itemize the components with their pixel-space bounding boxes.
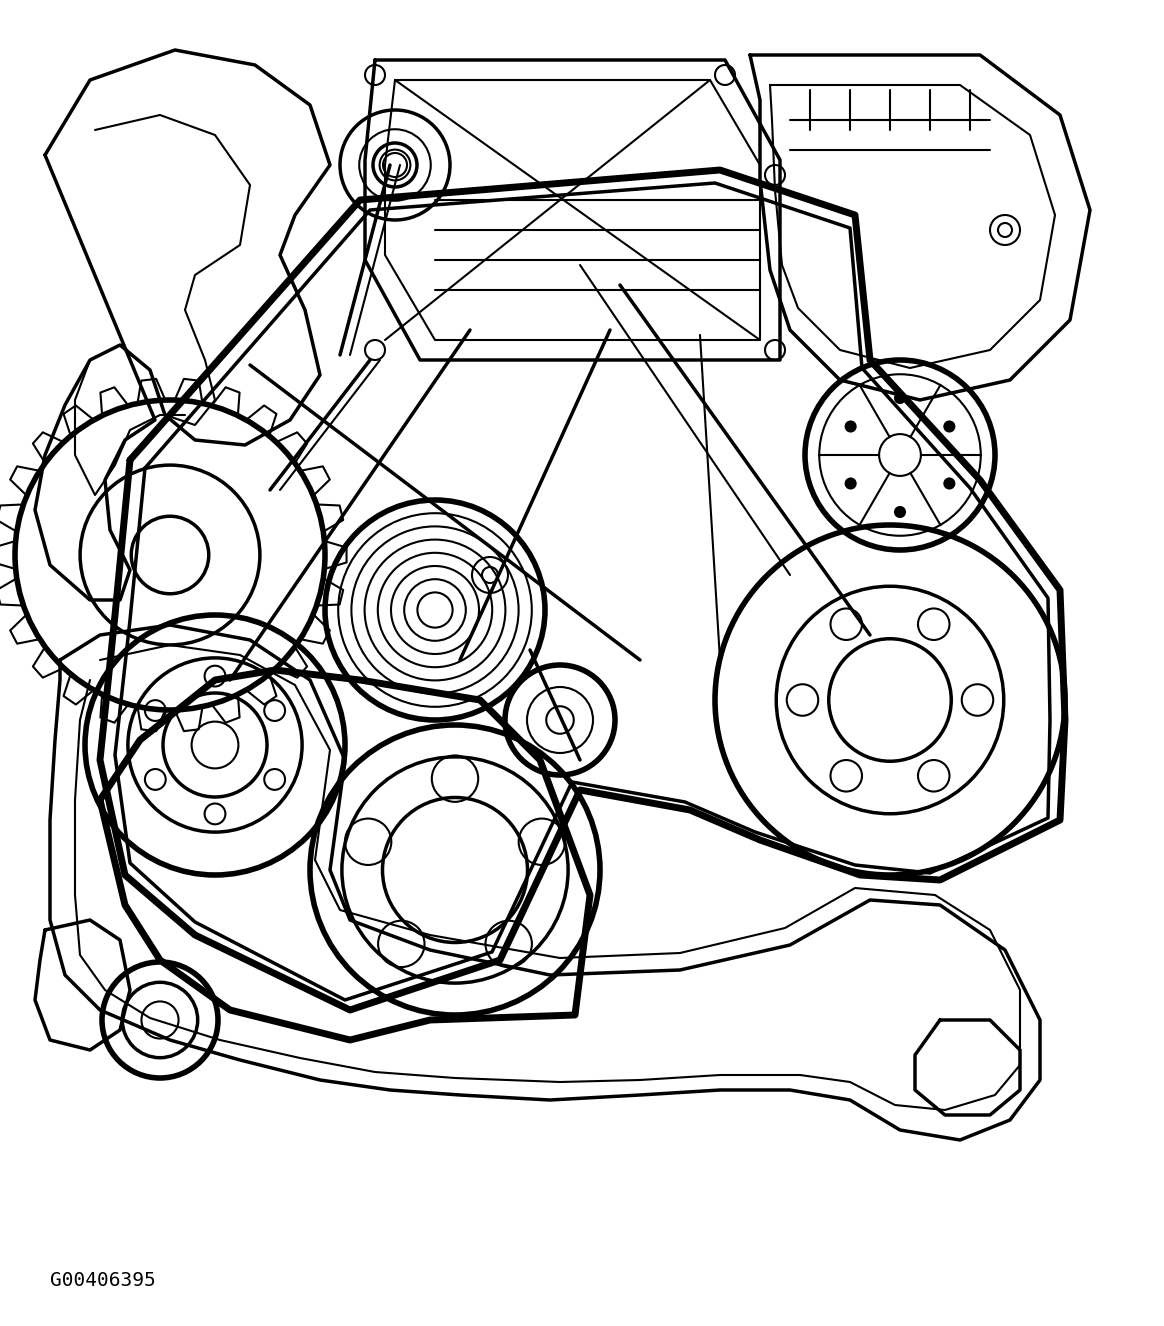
Circle shape: [944, 422, 954, 431]
Circle shape: [944, 479, 954, 488]
Circle shape: [895, 392, 904, 403]
Circle shape: [895, 507, 904, 517]
Text: G00406395: G00406395: [50, 1272, 156, 1290]
Circle shape: [845, 422, 856, 431]
Circle shape: [845, 479, 856, 488]
